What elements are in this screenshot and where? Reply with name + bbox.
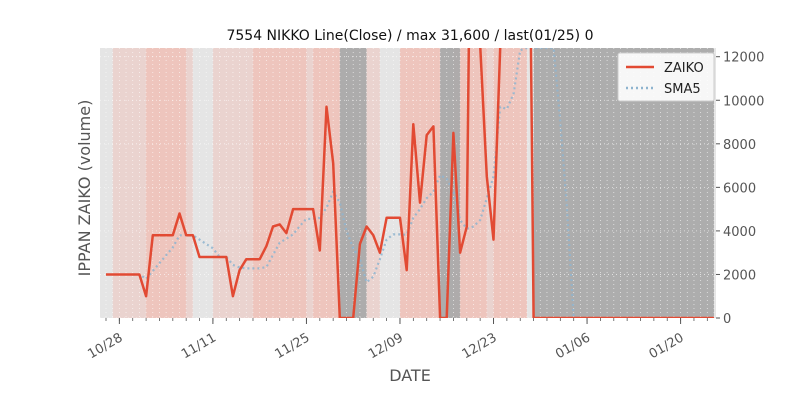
y-tick-label-6: 12000 (723, 51, 764, 66)
y-tick-label-3: 6000 (723, 181, 756, 196)
series-layer (106, 48, 714, 318)
band-pink-2 (186, 48, 193, 318)
chart-title: 7554 NIKKO Line(Close) / max 31,600 / la… (226, 28, 593, 44)
series-zaiko-line (106, 48, 714, 318)
y-tick-label-5: 10000 (723, 94, 764, 109)
y-tick-label-4: 8000 (723, 138, 756, 153)
x-tick-label-5: 01/06 (553, 330, 593, 362)
grid-lines (100, 48, 716, 319)
y-tick-label-1: 2000 (723, 268, 756, 283)
band-pink-6 (366, 48, 380, 318)
x-axis-label: DATE (389, 366, 431, 385)
band-pink-1 (166, 48, 187, 318)
x-tick-label-6: 01/20 (647, 330, 687, 362)
band-pink-4 (246, 48, 307, 318)
x-tick-label-3: 12/09 (366, 330, 406, 362)
x-tick-label-1: 11/11 (179, 330, 219, 362)
y-axis-label: IPPAN ZAIKO (volume) (75, 100, 94, 277)
legend-zaiko-label: ZAIKO (664, 61, 704, 76)
plot-area (100, 48, 716, 319)
y-axis-ticks: 0 2000 4000 6000 8000 10000 12000 (716, 51, 764, 327)
x-tick-label-0: 10/28 (85, 330, 125, 362)
x-axis-ticks: 10/28 11/11 11/25 12/09 12/23 01/06 01/20 (85, 318, 708, 362)
series-sma5-line (132, 48, 581, 318)
legend-sma5-label: SMA5 (664, 82, 701, 97)
legend: ZAIKO SMA5 (617, 52, 715, 102)
x-tick-label-4: 12/23 (460, 330, 500, 362)
y-tick-label-2: 4000 (723, 225, 756, 240)
y-tick-label-0: 0 (723, 312, 731, 327)
x-tick-label-2: 11/25 (272, 330, 312, 362)
